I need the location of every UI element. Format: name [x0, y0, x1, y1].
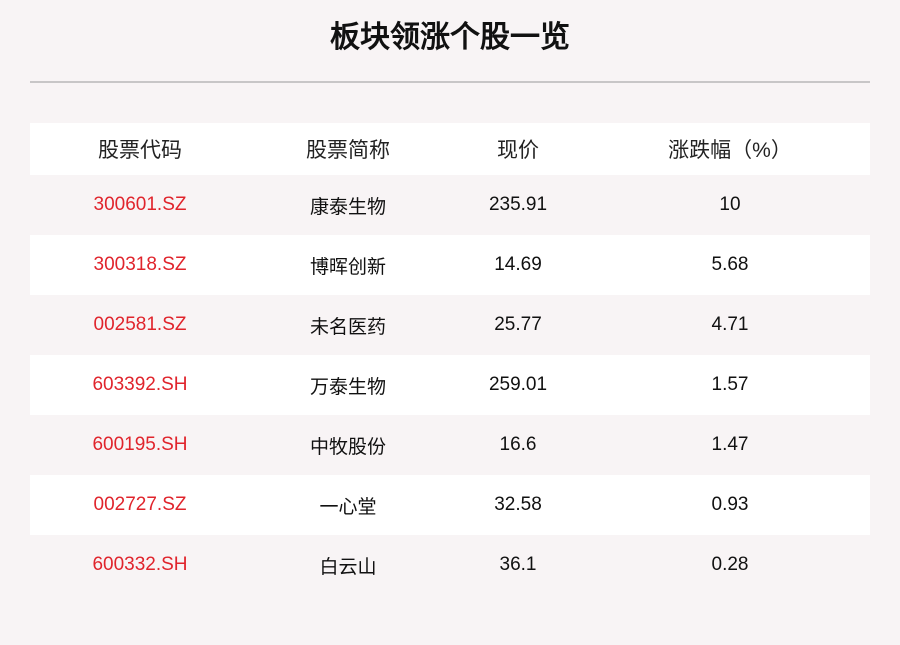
current-price: 36.1	[499, 554, 537, 575]
stock-name: 万泰生物	[309, 376, 386, 398]
table-row: 600195.SH 中牧股份 16.6 1.47	[30, 415, 870, 475]
current-price: 235.91	[488, 194, 548, 215]
change-percent: 10	[719, 194, 741, 215]
change-percent: 0.28	[711, 554, 749, 575]
current-price: 14.69	[494, 254, 542, 275]
stock-code: 300318.SZ	[93, 254, 187, 275]
stock-name: 未名医药	[309, 316, 386, 338]
title-divider	[30, 81, 870, 83]
table-row: 002727.SZ 一心堂 32.58 0.93	[30, 475, 870, 535]
table-row: 603392.SH 万泰生物 259.01 1.57	[30, 355, 870, 415]
stock-name: 博晖创新	[309, 256, 386, 278]
change-percent: 1.57	[711, 374, 749, 395]
stock-code: 603392.SH	[92, 374, 188, 395]
stock-code: 002727.SZ	[93, 494, 187, 515]
current-price: 259.01	[488, 374, 548, 395]
change-percent: 0.93	[711, 494, 749, 515]
stock-name: 中牧股份	[309, 436, 386, 458]
stock-name: 一心堂	[319, 496, 377, 518]
header-change: 涨跌幅（%）	[668, 139, 792, 162]
change-percent: 1.47	[711, 434, 749, 455]
page-title: 板块领涨个股一览	[330, 21, 570, 54]
table-row: 600332.SH 白云山 36.1 0.28	[30, 535, 870, 595]
header-price: 现价	[497, 139, 539, 162]
header-name: 股票简称	[306, 139, 390, 162]
stock-code: 002581.SZ	[93, 314, 187, 335]
table-row: 300318.SZ 博晖创新 14.69 5.68	[30, 235, 870, 295]
stock-name: 白云山	[319, 556, 377, 578]
table-row: 002581.SZ 未名医药 25.77 4.71	[30, 295, 870, 355]
stock-code: 600332.SH	[92, 554, 188, 575]
stocks-table: 股票代码 股票简称 现价 涨跌幅（%） 300601.SZ 康泰生物 235.91 1…	[30, 123, 870, 595]
current-price: 32.58	[494, 494, 542, 515]
table-header: 股票代码 股票简称 现价 涨跌幅（%）	[30, 123, 870, 175]
header-code: 股票代码	[98, 139, 182, 162]
current-price: 16.6	[499, 434, 537, 455]
current-price: 25.77	[494, 314, 542, 335]
stock-code: 300601.SZ	[93, 194, 187, 215]
table-row: 300601.SZ 康泰生物 235.91 10	[30, 175, 870, 235]
stock-code: 600195.SH	[92, 434, 188, 455]
change-percent: 5.68	[711, 254, 749, 275]
stock-name: 康泰生物	[309, 196, 386, 218]
change-percent: 4.71	[711, 314, 749, 335]
